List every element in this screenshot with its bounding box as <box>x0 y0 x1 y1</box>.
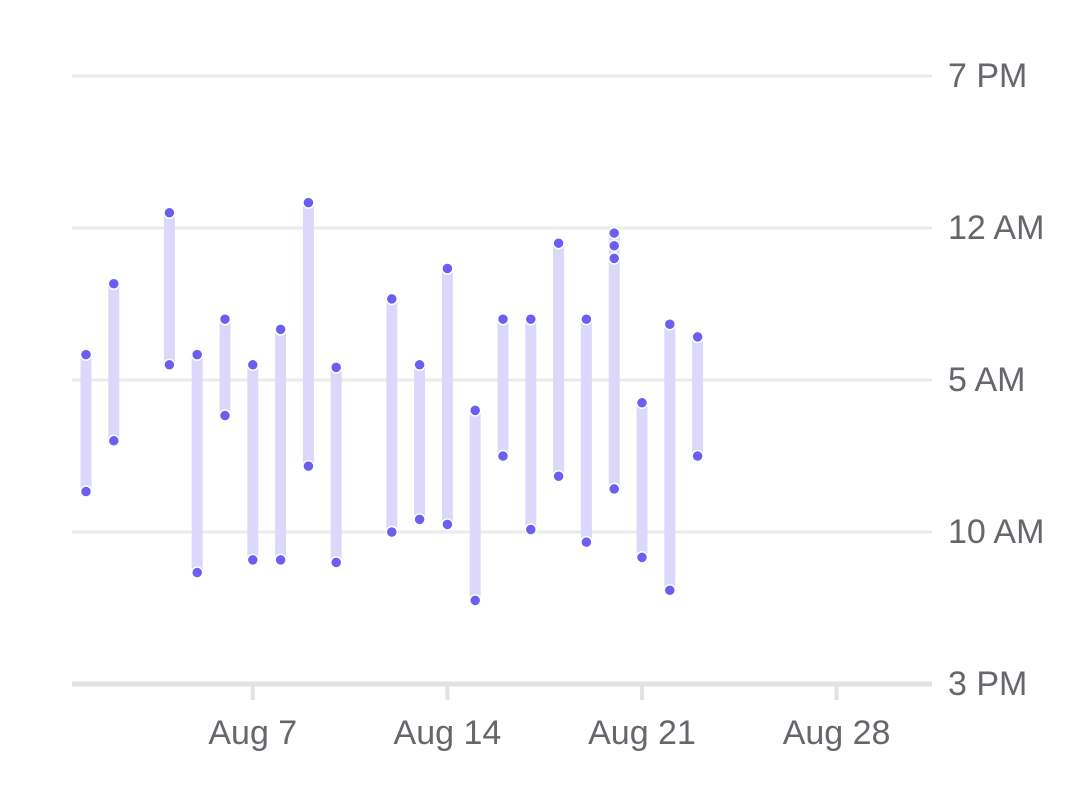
range-point <box>441 262 454 275</box>
range-point <box>607 482 621 496</box>
y-tick-label: 5 AM <box>948 361 1025 399</box>
range-point <box>496 312 510 326</box>
x-axis-labels: Aug 7 Aug 14 Aug 21 Aug 28 <box>208 714 890 752</box>
range-point <box>468 404 482 417</box>
range-point <box>580 535 593 549</box>
range-point <box>524 523 538 536</box>
range-point <box>607 226 621 240</box>
range-point <box>663 318 677 331</box>
range-point <box>163 358 176 372</box>
range-bar <box>414 364 426 520</box>
range-point <box>246 358 260 372</box>
range-bar <box>247 364 259 560</box>
x-tick-label: Aug 7 <box>208 714 297 752</box>
range-point <box>607 239 621 252</box>
range-point <box>580 312 593 326</box>
range-point <box>218 312 232 326</box>
range-point <box>385 525 399 539</box>
range-bar <box>553 243 565 477</box>
range-point <box>190 348 204 361</box>
range-bar <box>80 354 92 492</box>
x-tick-label: Aug 28 <box>783 714 891 752</box>
range-point <box>413 358 426 372</box>
range-bar <box>275 329 287 560</box>
x-axis <box>250 684 839 700</box>
range-bar <box>219 319 231 416</box>
range-point <box>107 434 121 448</box>
range-bar <box>191 354 203 573</box>
range-point <box>552 470 565 483</box>
range-point <box>635 396 649 410</box>
y-tick-label: 3 PM <box>948 665 1027 703</box>
range-point <box>468 594 482 607</box>
range-point <box>218 409 232 422</box>
range-bars <box>80 202 704 601</box>
range-bar <box>664 324 676 591</box>
range-bar <box>497 319 509 456</box>
range-bar <box>608 233 620 489</box>
range-point <box>329 361 343 374</box>
range-bar <box>580 319 592 543</box>
range-point <box>663 584 677 597</box>
y-tick-label: 10 AM <box>948 513 1044 551</box>
range-point <box>524 312 538 326</box>
range-point <box>107 277 121 290</box>
range-bar <box>441 268 453 525</box>
range-bar <box>163 212 175 365</box>
range-point <box>607 252 621 265</box>
y-tick-label: 12 AM <box>948 209 1044 247</box>
range-bar <box>525 319 537 530</box>
range-points <box>79 196 704 607</box>
y-tick-label: 7 PM <box>948 57 1027 95</box>
range-point <box>635 551 649 564</box>
range-bar <box>386 298 398 532</box>
range-point <box>329 556 343 569</box>
range-point <box>274 553 287 567</box>
range-point <box>496 449 510 463</box>
range-point <box>79 485 93 498</box>
y-axis-labels: 7 PM 12 AM 5 AM 10 AM 3 PM <box>948 57 1044 703</box>
range-point <box>302 196 315 209</box>
range-point <box>552 236 565 250</box>
range-point <box>413 513 426 526</box>
range-bar <box>108 283 120 441</box>
range-point <box>302 459 315 473</box>
x-tick-label: Aug 14 <box>394 714 502 752</box>
range-bar <box>469 410 481 601</box>
range-bar <box>302 202 314 467</box>
range-point <box>246 553 260 567</box>
range-point <box>163 206 176 220</box>
range-bar <box>330 367 342 563</box>
range-point <box>79 348 93 361</box>
range-bar <box>636 402 648 558</box>
range-point <box>691 449 704 463</box>
range-bar <box>692 336 704 456</box>
range-point <box>190 566 204 579</box>
x-tick-label: Aug 21 <box>588 714 696 752</box>
range-point <box>385 292 399 306</box>
range-point <box>274 323 287 336</box>
range-point <box>441 518 454 531</box>
range-point <box>691 330 704 344</box>
